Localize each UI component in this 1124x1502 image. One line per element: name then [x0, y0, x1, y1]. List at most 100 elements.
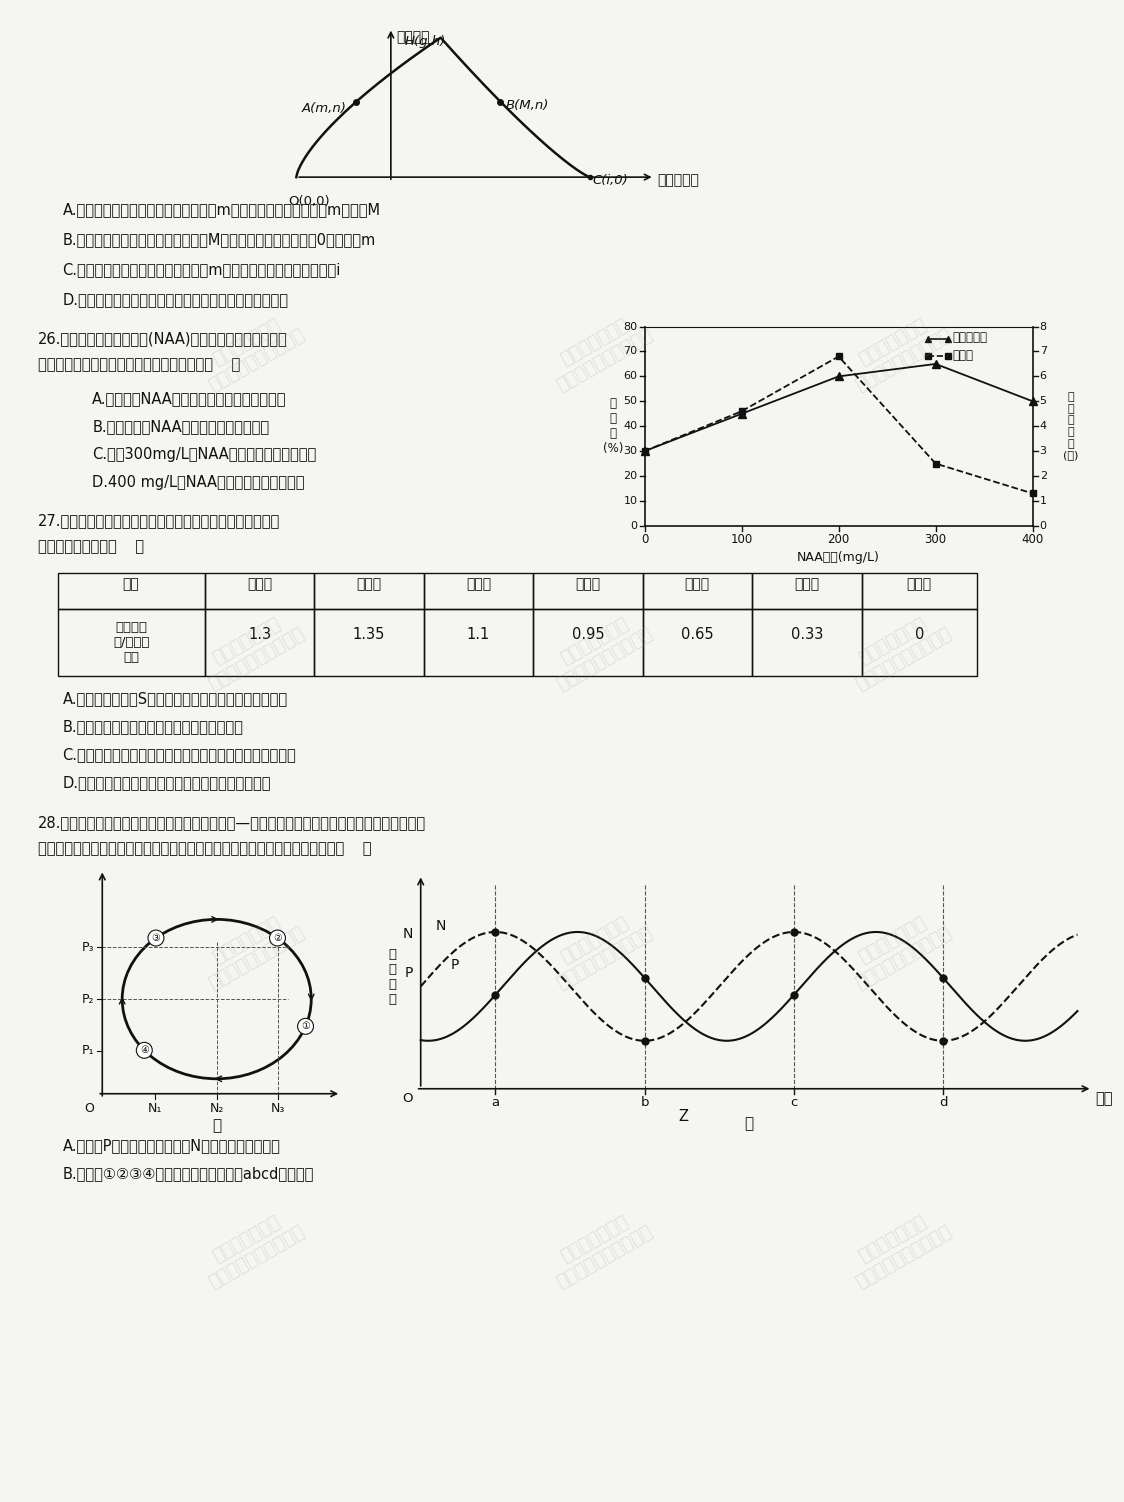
Text: 8: 8	[1040, 321, 1046, 332]
Text: 40: 40	[624, 421, 637, 431]
Text: 28.科学家通过研究种间捕食关系，构建了捕食者—猎物模型，如图甲所示（图中箭头所指方向代: 28.科学家通过研究种间捕食关系，构建了捕食者—猎物模型，如图甲所示（图中箭头所…	[37, 814, 426, 829]
Text: B.不同浓度的NAA处理插条，生根率不同: B.不同浓度的NAA处理插条，生根率不同	[92, 419, 270, 434]
Text: Z: Z	[679, 1108, 688, 1123]
Text: 10: 10	[624, 496, 637, 506]
Text: N: N	[402, 927, 413, 940]
Text: 微信搜索小程序
第一时间获取最新题材: 微信搜索小程序 第一时间获取最新题材	[196, 906, 308, 993]
Text: 时间: 时间	[1096, 1090, 1113, 1105]
Text: A.图乙中P为猎物的种群数量，N为捕食者的种群数量: A.图乙中P为猎物的种群数量，N为捕食者的种群数量	[63, 1139, 280, 1154]
Text: 甲: 甲	[212, 1119, 221, 1134]
Text: 第二年: 第二年	[356, 578, 381, 592]
Text: P₁: P₁	[82, 1044, 94, 1057]
Text: 微信搜索小程序
第一时间获取最新题材: 微信搜索小程序 第一时间获取最新题材	[544, 906, 656, 993]
Text: 微信搜索小程序
第一时间获取最新题材: 微信搜索小程序 第一时间获取最新题材	[842, 906, 954, 993]
Text: 下列说法正确的是（    ）: 下列说法正确的是（ ）	[37, 539, 144, 554]
Text: 微信搜索小程序
第一时间获取最新题材: 微信搜索小程序 第一时间获取最新题材	[842, 308, 954, 395]
Bar	[424, 608, 533, 676]
Bar	[643, 608, 752, 676]
Bar	[205, 572, 315, 608]
Text: N₁: N₁	[148, 1101, 163, 1114]
Text: 促进作用: 促进作用	[396, 30, 429, 45]
Text: 微信搜索小程序
第一时间获取最新题材: 微信搜索小程序 第一时间获取最新题材	[842, 607, 954, 694]
Circle shape	[136, 1042, 152, 1059]
Text: C.甲乙两种群为捕食关系，其中乙为捕食者，甲为被捕食者: C.甲乙两种群为捕食关系，其中乙为捕食者，甲为被捕食者	[63, 746, 297, 762]
Text: 20: 20	[624, 472, 637, 481]
Text: D.甲乙两种群为竞争关系，竞争强度由弱到强再到弱: D.甲乙两种群为竞争关系，竞争强度由弱到强再到弱	[63, 775, 271, 790]
Text: 影响，结果如右图。下列相关叙述正确的是（    ）: 影响，结果如右图。下列相关叙述正确的是（ ）	[37, 357, 239, 372]
Text: 平均生根数: 平均生根数	[952, 330, 987, 344]
Bar	[424, 572, 533, 608]
Text: c: c	[790, 1096, 798, 1108]
Text: 表曲线变化趋势）；图乙为相应的种群数量变化曲线。下列有关叙述正确的是（    ）: 表曲线变化趋势）；图乙为相应的种群数量变化曲线。下列有关叙述正确的是（ ）	[37, 841, 371, 856]
Text: 70: 70	[624, 347, 637, 356]
Bar	[533, 608, 643, 676]
Text: 0: 0	[1040, 521, 1046, 530]
Text: 微信搜索小程序
第一时间获取最新题材: 微信搜索小程序 第一时间获取最新题材	[544, 308, 656, 395]
Text: 第六年: 第六年	[795, 578, 819, 592]
Text: 0: 0	[915, 626, 924, 641]
Text: C.小于300mg/L的NAA处理插条，不利于生产: C.小于300mg/L的NAA处理插条，不利于生产	[92, 448, 317, 463]
Text: 1.1: 1.1	[466, 626, 490, 641]
Text: B.图甲中①②③④种群数量变化与图乙中abcd依次对应: B.图甲中①②③④种群数量变化与图乙中abcd依次对应	[63, 1167, 314, 1182]
Text: 200: 200	[827, 533, 850, 545]
Bar	[205, 608, 315, 676]
Text: H(g,h): H(g,h)	[405, 35, 446, 48]
Text: 生
根
率
(%): 生 根 率 (%)	[602, 397, 623, 455]
Text: 微信搜索小程序
第一时间获取最新题材: 微信搜索小程序 第一时间获取最新题材	[842, 1205, 954, 1292]
Text: 80: 80	[624, 321, 637, 332]
Text: 1.35: 1.35	[353, 626, 386, 641]
Text: P₂: P₂	[82, 993, 94, 1005]
Text: 30: 30	[624, 446, 637, 457]
Text: A.甲乙两种群均为S型增长，增长速率均受本身密度制约: A.甲乙两种群均为S型增长，增长速率均受本身密度制约	[63, 691, 288, 706]
Text: 0: 0	[631, 521, 637, 530]
Text: 第一年: 第一年	[247, 578, 272, 592]
Text: 微信搜索小程序
第一时间获取最新题材: 微信搜索小程序 第一时间获取最新题材	[196, 1205, 308, 1292]
Text: d: d	[939, 1096, 948, 1108]
Text: 400: 400	[1022, 533, 1044, 545]
Text: 60: 60	[624, 371, 637, 382]
Text: 第五年: 第五年	[685, 578, 710, 592]
Text: 微信搜索小程序
第一时间获取最新题材: 微信搜索小程序 第一时间获取最新题材	[544, 1205, 656, 1292]
Text: O: O	[84, 1101, 94, 1114]
Text: 7: 7	[1040, 347, 1046, 356]
Text: ②: ②	[273, 933, 282, 943]
Text: 微信搜索小程序
第一时间获取最新题材: 微信搜索小程序 第一时间获取最新题材	[196, 308, 308, 395]
Text: ①: ①	[301, 1021, 310, 1032]
Text: 3: 3	[1040, 446, 1046, 457]
Text: b: b	[641, 1096, 649, 1108]
Text: 0.95: 0.95	[572, 626, 605, 641]
Text: 2: 2	[1040, 472, 1046, 481]
Bar	[57, 608, 205, 676]
Bar	[752, 608, 861, 676]
Text: 0.33: 0.33	[790, 626, 823, 641]
Text: 4: 4	[1040, 421, 1046, 431]
Text: 种
群
数
量: 种 群 数 量	[389, 948, 397, 1006]
Text: O(0,0): O(0,0)	[289, 195, 330, 209]
Text: 0: 0	[641, 533, 649, 545]
Text: 平
均
生
根
数
(条): 平 均 生 根 数 (条)	[1063, 392, 1078, 460]
Text: N: N	[436, 919, 446, 933]
Text: 5: 5	[1040, 397, 1046, 407]
Text: 乙: 乙	[744, 1116, 753, 1131]
Text: A(m,n): A(m,n)	[301, 102, 346, 114]
Bar	[752, 572, 861, 608]
Text: 时间: 时间	[123, 578, 139, 592]
Text: B.若背地性茎的近地侧生长素浓度为M，则其远地侧浓度为大于0，且小于m: B.若背地性茎的近地侧生长素浓度为M，则其远地侧浓度为大于0，且小于m	[63, 231, 375, 246]
Bar	[315, 572, 424, 608]
Text: B.若该地区为草原，甲为兔子，则乙可能是牛: B.若该地区为草原，甲为兔子，则乙可能是牛	[63, 719, 244, 734]
Text: ③: ③	[152, 933, 161, 943]
Text: D.茎的背地性、根的向地性均体现了生长素作用的两重性: D.茎的背地性、根的向地性均体现了生长素作用的两重性	[63, 291, 289, 306]
Text: A.若向光性幼苗的向光侧生长素浓度为m，则其背光侧浓度为大于m，小于M: A.若向光性幼苗的向光侧生长素浓度为m，则其背光侧浓度为大于m，小于M	[63, 203, 381, 216]
Text: N₂: N₂	[209, 1101, 224, 1114]
Text: O: O	[402, 1092, 413, 1105]
Text: P: P	[451, 958, 459, 972]
Circle shape	[298, 1018, 314, 1035]
Bar	[643, 572, 752, 608]
Bar	[315, 608, 424, 676]
Text: 第三年: 第三年	[465, 578, 491, 592]
Bar	[861, 608, 977, 676]
Bar	[57, 572, 205, 608]
Text: 第七年: 第七年	[907, 578, 932, 592]
Text: P: P	[405, 966, 413, 979]
Text: D.400 mg/L的NAA具有增加生根数的效应: D.400 mg/L的NAA具有增加生根数的效应	[92, 475, 305, 490]
